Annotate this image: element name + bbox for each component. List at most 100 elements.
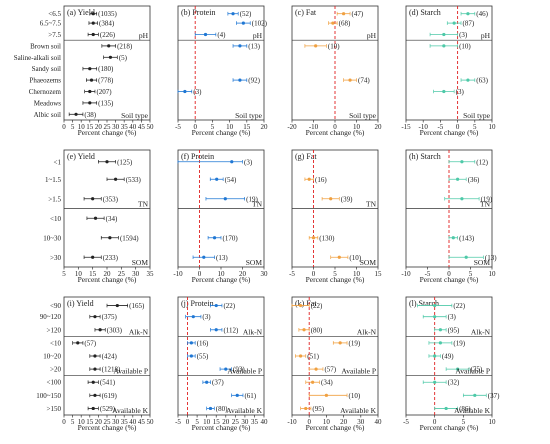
sample-size-label: (13) <box>248 42 260 50</box>
effect-point <box>311 236 316 240</box>
category-label: Albic soil <box>34 111 61 119</box>
effect-point <box>337 255 341 259</box>
effect-point <box>314 44 318 48</box>
sample-size-label: (3) <box>244 158 253 166</box>
category-label: <10 <box>50 339 61 347</box>
panel-i: (i) Yield 0 5 10 15 20 25 30 35 40 45 50 Percent cha… <box>36 296 155 432</box>
panel-l: (l) Starch -5 0 5 10 Percent change (%) (22) (3… <box>403 296 500 432</box>
x-tick-label: 50 <box>147 418 155 426</box>
effect-point <box>433 354 437 358</box>
x-tick-label: 0 <box>447 270 451 278</box>
sample-size-label: (37) <box>212 379 224 387</box>
x-tick-label: 5 <box>71 123 75 131</box>
group-label: Available P <box>113 367 148 376</box>
panel-title: (f) Protein <box>181 152 214 161</box>
sample-size-label: (47) <box>352 10 364 18</box>
x-tick-label: 20 <box>261 123 269 131</box>
sample-size-label: (55) <box>197 353 209 361</box>
x-tick-label: 0 <box>186 418 190 426</box>
group-label: SOM <box>360 258 377 267</box>
sample-size-label: (619) <box>102 392 118 400</box>
panel-title: (b) Protein <box>181 8 215 17</box>
panel-title: (g) Fat <box>295 152 317 161</box>
x-tick-label: 30 <box>112 123 120 131</box>
sample-size-label: (165) <box>129 302 145 310</box>
effect-point <box>93 216 98 220</box>
panel-frame <box>291 296 379 416</box>
x-tick-label: 20 <box>375 123 383 131</box>
group-label: SOM <box>246 258 263 267</box>
effect-point <box>466 12 470 16</box>
x-tick-label: 15 <box>213 418 221 426</box>
sample-size-label: (16) <box>197 339 209 347</box>
x-tick-label: 20 <box>104 270 112 278</box>
x-tick-label: 15 <box>243 123 251 131</box>
x-axis-label: Percent change (%) <box>306 423 365 432</box>
x-tick-label: 25 <box>232 418 240 426</box>
effect-point <box>302 328 306 332</box>
group-label: Available K <box>226 406 262 415</box>
x-axis-label: Percent change (%) <box>420 275 479 284</box>
sample-size-label: (10) <box>349 392 361 400</box>
category-label: <6.5 <box>48 10 61 18</box>
group-label: TN <box>366 200 377 209</box>
effect-point <box>311 380 315 384</box>
sample-size-label: (778) <box>98 77 114 85</box>
sample-size-label: (95) <box>448 326 460 334</box>
x-tick-label: 0 <box>198 270 202 278</box>
sample-size-label: (3) <box>202 313 211 321</box>
x-tick-label: 0 <box>433 418 437 426</box>
effect-point <box>108 236 112 240</box>
effect-point <box>91 12 95 16</box>
sample-size-label: (102) <box>252 20 268 28</box>
x-axis-label: Percent change (%) <box>78 275 137 284</box>
effect-point <box>433 303 437 308</box>
x-tick-label: 10 <box>226 123 234 131</box>
x-tick-label: -5 <box>425 270 431 278</box>
effect-point <box>189 354 193 358</box>
x-tick-label: 35 <box>251 418 259 426</box>
sample-size-label: (54) <box>225 176 237 184</box>
x-tick-label: 30 <box>112 418 120 426</box>
panel-frame <box>405 296 493 416</box>
sample-size-label: (3) <box>448 313 457 321</box>
group-label: TN <box>252 200 263 209</box>
sample-size-label: (49) <box>442 353 454 361</box>
effect-point <box>433 315 437 319</box>
sample-size-label: (3) <box>459 31 468 39</box>
panel-title: (l) Starch <box>409 299 439 308</box>
sample-size-label: (226) <box>100 31 116 39</box>
x-tick-label: 5 <box>333 270 337 278</box>
panel-a: (a) Yield 0 5 10 15 20 25 30 35 40 45 50 Percent cha… <box>14 5 154 137</box>
category-label: 90~120 <box>40 313 62 321</box>
effect-point <box>456 367 460 371</box>
x-axis-label: Percent change (%) <box>78 423 137 432</box>
effect-point <box>214 328 218 332</box>
x-tick-label: -5 <box>175 418 181 426</box>
group-label: pH <box>139 31 149 40</box>
category-label: >120 <box>47 326 62 334</box>
panel-title: (a) Yield <box>67 8 95 17</box>
x-axis-label: Percent change (%) <box>306 128 365 137</box>
x-tick-label: -5 <box>289 270 295 278</box>
effect-point <box>342 12 346 16</box>
effect-point <box>93 354 97 358</box>
category-label: Brown soil <box>30 42 61 50</box>
group-label: pH <box>481 31 491 40</box>
group-label: Available P <box>227 367 262 376</box>
x-tick-label: 20 <box>222 418 230 426</box>
sample-size-label: (1035) <box>98 10 117 18</box>
effect-point <box>224 367 228 371</box>
group-label: Alk-N <box>243 327 263 336</box>
effect-point <box>460 197 464 201</box>
effect-point <box>464 255 468 259</box>
category-label: >20 <box>50 366 61 374</box>
sample-size-label: (12) <box>476 158 488 166</box>
panel-title: (i) Yield <box>67 299 94 308</box>
x-tick-label: -10 <box>401 270 411 278</box>
x-tick-label: 10 <box>489 418 497 426</box>
sample-size-label: (135) <box>98 99 114 107</box>
effect-point <box>238 44 242 48</box>
sample-size-label: (130) <box>319 234 335 242</box>
sample-size-label: (170) <box>223 234 239 242</box>
